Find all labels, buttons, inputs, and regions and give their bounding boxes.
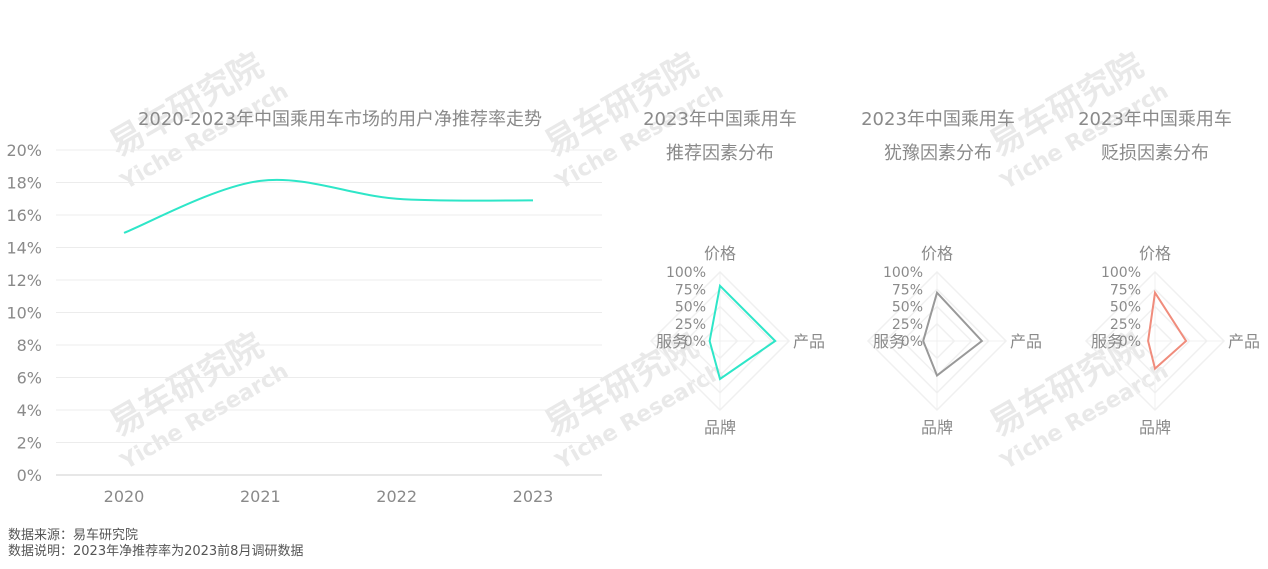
y-tick-label: 0%	[17, 466, 42, 485]
line-chart: 0% 2% 4% 6% 8% 10% 12% 14% 16% 18% 20% 2020 2021 2022…	[6, 141, 602, 506]
radar-title-line2: 贬损因素分布	[1101, 143, 1209, 164]
radar-tick-label: 75%	[1110, 282, 1141, 298]
radar-title-line1: 2023年中国乘用车	[643, 109, 797, 130]
radar-tick-label: 25%	[1110, 317, 1141, 333]
radar-tick-label: 0%	[901, 334, 923, 350]
y-tick-label: 14%	[6, 239, 42, 258]
radar-axis-label: 服务	[873, 332, 905, 351]
radar-series	[922, 290, 984, 378]
radar-axis-label: 价格	[921, 244, 953, 263]
y-tick-label: 20%	[6, 141, 42, 160]
x-tick-label: 2022	[376, 487, 417, 506]
series-line	[123, 178, 534, 234]
data-note: 数据说明：2023年净推荐率为2023前8月调研数据	[8, 544, 304, 559]
radar-title-hesitate: 2023年中国乘用车 犹豫因素分布	[838, 103, 1038, 171]
y-tick-label: 18%	[6, 174, 42, 193]
radar-axis-label: 服务	[1091, 332, 1123, 351]
radar-axis-label: 品牌	[704, 418, 736, 437]
radar-tick-label: 25%	[892, 317, 923, 333]
radar-series	[1147, 289, 1188, 371]
radar-tick-label: 25%	[675, 317, 706, 333]
radar-tick-label: 100%	[666, 265, 706, 281]
x-tick-label: 2020	[104, 487, 145, 506]
y-tick-label: 12%	[6, 271, 42, 290]
line-chart-title: 2020-2023年中国乘用车市场的用户净推荐率走势	[137, 109, 543, 130]
radar-tick-label: 100%	[883, 265, 923, 281]
y-tick-label: 6%	[17, 369, 42, 388]
radar-axis-label: 品牌	[921, 418, 953, 437]
radar-tick-label: 0%	[1119, 334, 1141, 350]
radar-title-recommend: 2023年中国乘用车 推荐因素分布	[620, 103, 820, 171]
radar-title-line1: 2023年中国乘用车	[861, 109, 1015, 130]
radar-tick-label: 100%	[1101, 265, 1141, 281]
radar-axis-label: 品牌	[1139, 418, 1171, 437]
radar-tick-label: 50%	[892, 300, 923, 316]
y-tick-label: 8%	[17, 336, 42, 355]
radar-tick-label: 0%	[684, 334, 706, 350]
radar-axis-label: 产品	[793, 332, 825, 351]
radar-tick-label: 75%	[892, 282, 923, 298]
radar-title-line1: 2023年中国乘用车	[1078, 109, 1232, 130]
radar-title-line2: 推荐因素分布	[666, 143, 774, 164]
y-tick-label: 2%	[17, 434, 42, 453]
x-tick-label: 2023	[513, 487, 554, 506]
source-note: 数据来源：易车研究院	[8, 528, 139, 543]
radar-axis-label: 产品	[1228, 332, 1260, 351]
radar-tick-label: 50%	[1110, 300, 1141, 316]
radar-axis-label: 产品	[1010, 332, 1042, 351]
x-tick-label: 2021	[240, 487, 281, 506]
y-tick-label: 10%	[6, 304, 42, 323]
radar-title-detract: 2023年中国乘用车 贬损因素分布	[1055, 103, 1255, 171]
radar-axis-label: 服务	[656, 332, 688, 351]
y-tick-label: 16%	[6, 206, 42, 225]
radar-title-line2: 犹豫因素分布	[884, 143, 992, 164]
radar-series	[708, 283, 777, 381]
radar-axis-label: 价格	[704, 244, 736, 263]
y-tick-label: 4%	[17, 401, 42, 420]
radar-tick-label: 50%	[675, 300, 706, 316]
radar-axis-label: 价格	[1139, 244, 1171, 263]
radar-tick-label: 75%	[675, 282, 706, 298]
